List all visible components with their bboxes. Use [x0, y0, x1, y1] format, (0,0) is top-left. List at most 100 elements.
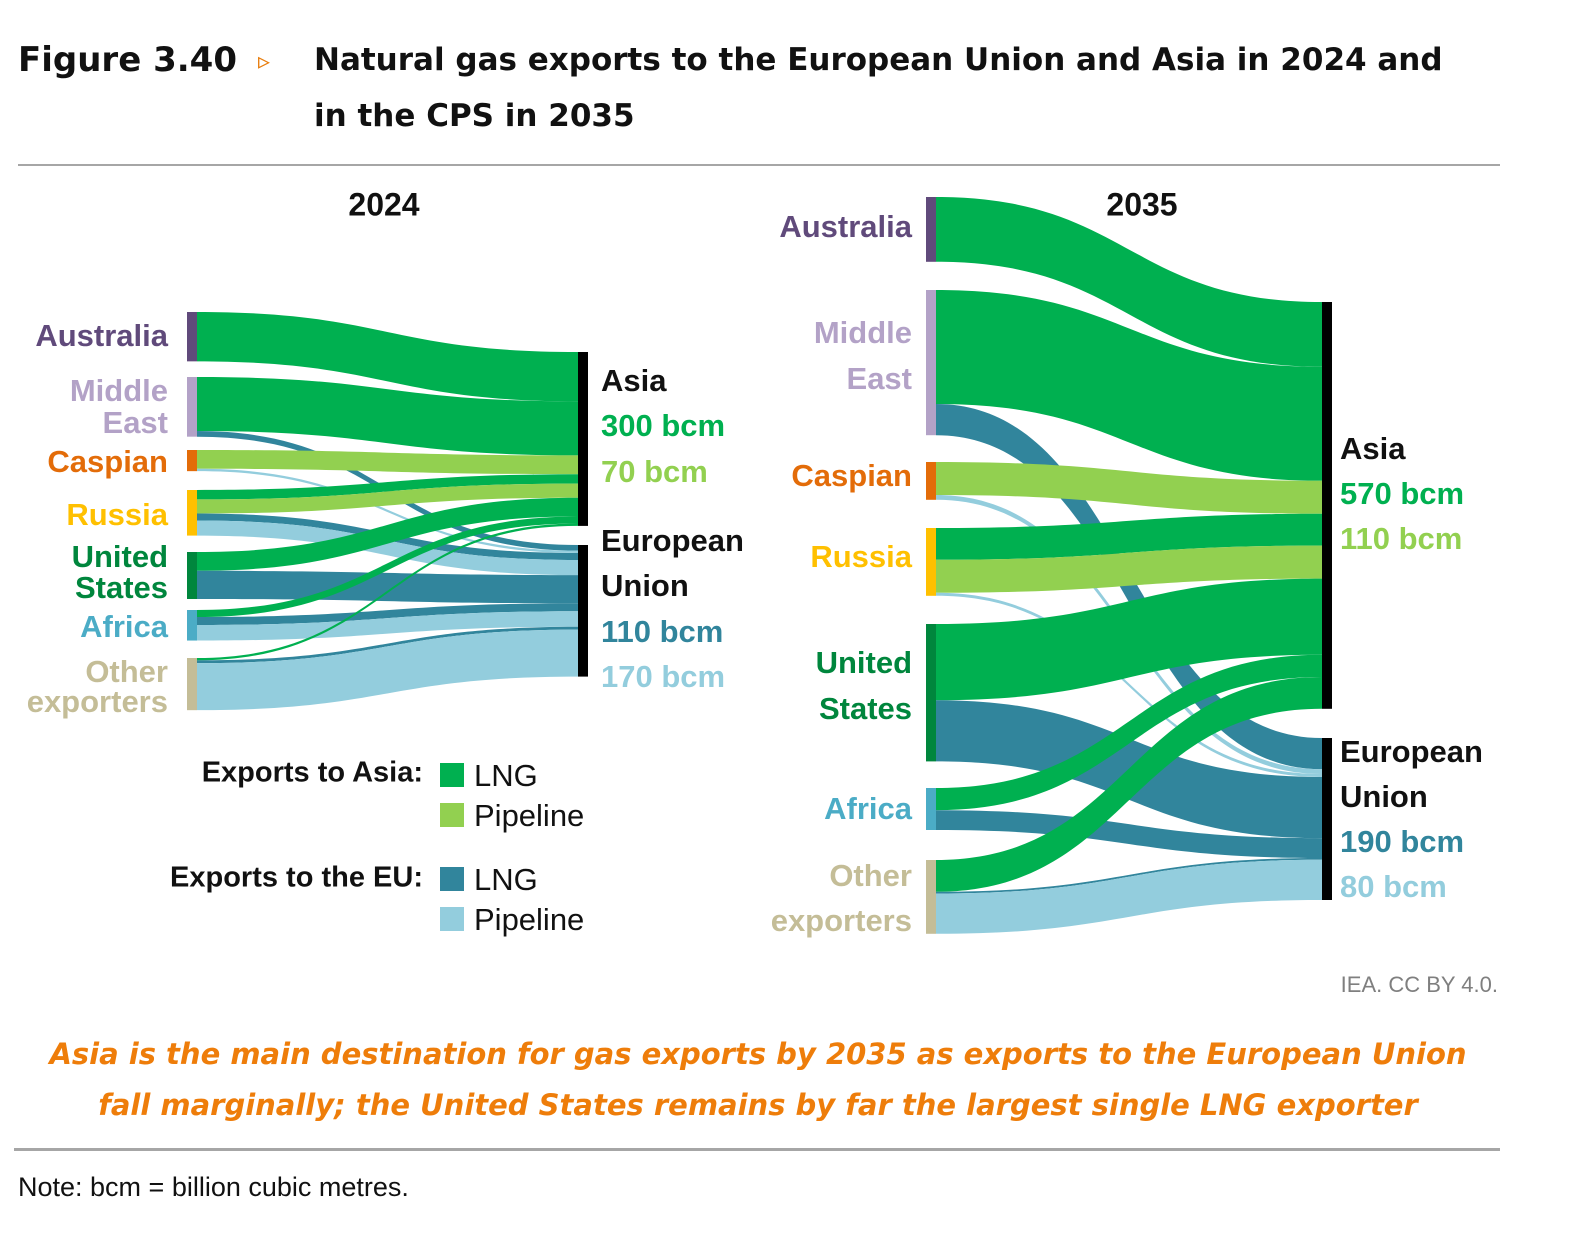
- flow-australia-to-asia-lng: [936, 197, 1322, 367]
- source-label: Africa: [824, 791, 912, 826]
- target-pipeline-total: 110 bcm: [1340, 521, 1463, 556]
- flow-other-exporters-to-asia-lng: [197, 523, 578, 661]
- target-node-asia: [578, 352, 588, 526]
- flow-middle-east-to-asia-lng: [197, 377, 578, 456]
- legend-eu-pipeline-swatch: [440, 907, 464, 931]
- flow-russia-to-eu-pipeline: [936, 592, 1322, 777]
- caption-line2: fall marginally; the United States remai…: [98, 1088, 1418, 1122]
- target-lng-total: 110 bcm: [601, 614, 724, 649]
- source-label: Caspian: [47, 444, 168, 479]
- figure-arrow-icon: ▹: [258, 47, 271, 75]
- legend-asia-pipeline-swatch: [440, 803, 464, 827]
- caption-line1: Asia is the main destination for gas exp…: [49, 1037, 1467, 1071]
- flow-middle-east-to-asia-lng: [936, 290, 1322, 481]
- source-label: East: [102, 405, 168, 440]
- source-node-united-states: [187, 552, 197, 599]
- source-label: Other: [829, 858, 912, 893]
- target-pipeline-total: 170 bcm: [601, 659, 726, 694]
- flow-united-states-to-asia-lng: [197, 497, 578, 571]
- legend-asia-lng-swatch: [440, 763, 464, 787]
- source-node-africa: [926, 788, 936, 830]
- credit: IEA. CC BY 4.0.: [1340, 972, 1498, 997]
- figure-title-line1: Natural gas exports to the European Unio…: [314, 42, 1443, 78]
- legend-asia-lng-label: LNG: [474, 758, 538, 793]
- source-node-middle-east: [926, 290, 936, 436]
- source-label: Australia: [779, 209, 912, 244]
- flow-africa-to-eu-lng: [936, 810, 1322, 858]
- source-node-other-exporters: [926, 860, 936, 934]
- target-lng-total: 190 bcm: [1340, 824, 1465, 859]
- chart-year-title: 2024: [348, 186, 420, 223]
- target-node-eu: [1322, 738, 1332, 900]
- source-node-other-exporters: [187, 658, 197, 711]
- flow-caspian-to-eu-pipeline: [197, 468, 578, 553]
- flow-russia-to-asia-lng: [936, 513, 1322, 560]
- flow-other-exporters-to-eu-lng: [197, 626, 578, 664]
- sankey-2024: [187, 312, 588, 711]
- source-label: exporters: [26, 684, 168, 719]
- note: Note: bcm = billion cubic metres.: [18, 1172, 409, 1202]
- target-lng-total: 300 bcm: [601, 408, 726, 443]
- target-label: Union: [1340, 779, 1428, 814]
- source-label: States: [74, 570, 168, 605]
- source-node-united-states: [926, 624, 936, 762]
- legend-asia-heading: Exports to Asia:: [201, 756, 423, 789]
- source-label: United: [71, 539, 168, 574]
- source-node-russia: [187, 490, 197, 536]
- flow-other-exporters-to-eu-pipeline: [936, 859, 1322, 934]
- flow-caspian-to-asia-pipeline: [936, 462, 1322, 514]
- flow-russia-to-asia-lng: [197, 474, 578, 500]
- source-label: Middle: [813, 315, 912, 350]
- legend-eu-pipeline-label: Pipeline: [474, 902, 585, 937]
- source-label: Russia: [66, 497, 168, 532]
- source-label: Middle: [69, 373, 168, 408]
- links: [197, 312, 578, 711]
- flow-other-exporters-to-eu-pipeline: [197, 629, 578, 711]
- source-node-australia: [187, 312, 197, 362]
- source-label: States: [818, 691, 912, 726]
- source-node-caspian: [187, 450, 197, 472]
- flow-australia-to-asia-lng: [197, 312, 578, 402]
- source-label: East: [846, 361, 912, 396]
- flow-middle-east-to-eu-lng: [936, 404, 1322, 770]
- legend-asia-pipeline-label: Pipeline: [474, 798, 585, 833]
- source-label: Caspian: [791, 458, 912, 493]
- flow-africa-to-asia-lng: [936, 654, 1322, 811]
- source-label: United: [815, 645, 912, 680]
- sankey-2035: [926, 197, 1332, 934]
- chart-year-title: 2035: [1106, 186, 1178, 223]
- legend-eu-heading: Exports to the EU:: [170, 861, 423, 894]
- target-pipeline-total: 70 bcm: [601, 454, 708, 489]
- target-pipeline-total: 80 bcm: [1340, 869, 1447, 904]
- target-label: Asia: [1340, 431, 1406, 466]
- target-node-eu: [578, 545, 588, 677]
- target-node-asia: [1322, 302, 1332, 709]
- legend-eu-lng-label: LNG: [474, 862, 538, 897]
- source-node-australia: [926, 197, 936, 262]
- target-label: Asia: [601, 363, 667, 398]
- target-label: European: [1340, 734, 1483, 769]
- flow-united-states-to-eu-lng: [197, 570, 578, 604]
- source-label: Russia: [810, 539, 912, 574]
- source-label: exporters: [770, 903, 912, 938]
- figure-title-line2: in the CPS in 2035: [314, 98, 635, 134]
- target-lng-total: 570 bcm: [1340, 476, 1465, 511]
- source-label: Other: [85, 654, 168, 689]
- target-label: European: [601, 523, 744, 558]
- source-node-caspian: [926, 462, 936, 500]
- links: [936, 197, 1322, 934]
- source-node-africa: [187, 610, 197, 641]
- source-node-middle-east: [187, 377, 197, 437]
- flow-africa-to-eu-lng: [197, 603, 578, 626]
- figure-label: Figure 3.40: [18, 40, 237, 80]
- flow-russia-to-asia-pipeline: [936, 545, 1322, 593]
- flow-russia-to-asia-pipeline: [197, 483, 578, 514]
- source-node-russia: [926, 528, 936, 596]
- flow-other-exporters-to-eu-lng: [936, 858, 1322, 894]
- flow-russia-to-eu-pipeline: [197, 520, 578, 576]
- bottom-divider: [14, 1148, 1500, 1151]
- flow-africa-to-asia-lng: [197, 516, 578, 618]
- flow-caspian-to-asia-pipeline: [197, 450, 578, 475]
- flow-united-states-to-asia-lng: [936, 578, 1322, 701]
